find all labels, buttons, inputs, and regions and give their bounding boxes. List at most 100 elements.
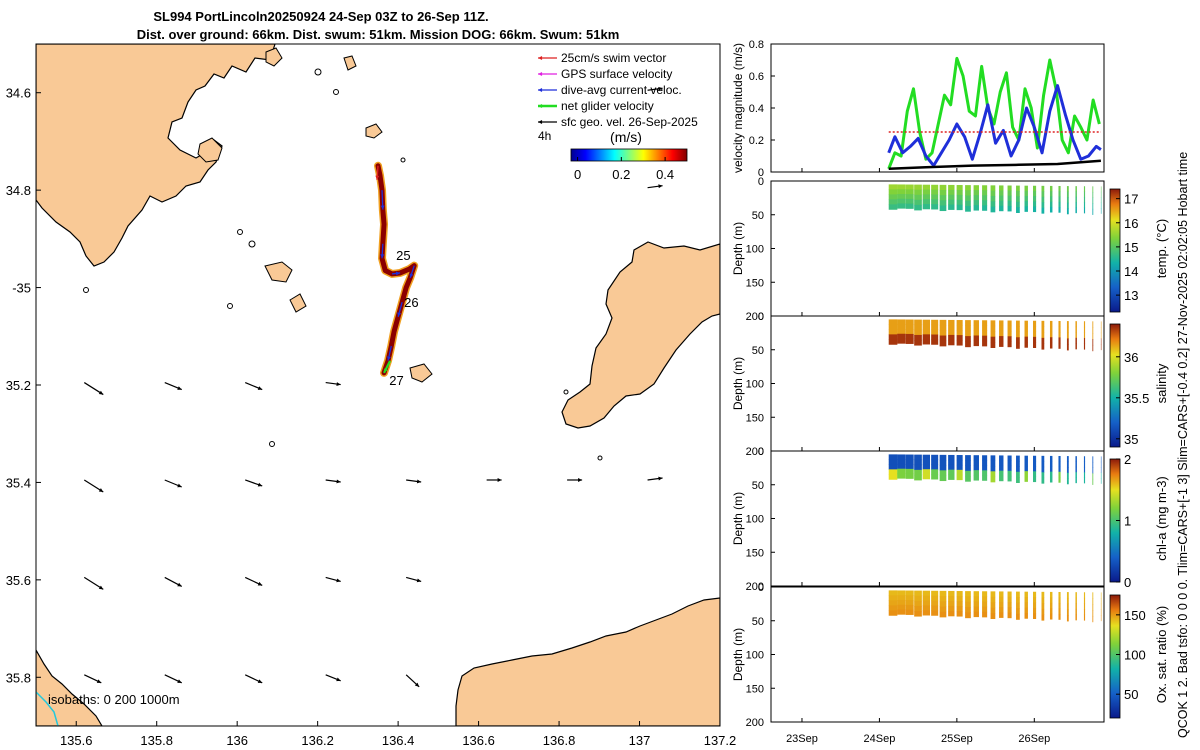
section-cell <box>982 185 988 191</box>
section-cell <box>1049 331 1053 338</box>
section-cell <box>1075 456 1077 462</box>
section-cell <box>990 602 996 609</box>
legend-swatch-head <box>538 88 543 92</box>
section-cell <box>982 330 988 337</box>
section-cell <box>948 324 955 331</box>
section-cell <box>990 460 996 467</box>
section-cell <box>1092 344 1094 352</box>
section-cell <box>1016 185 1020 192</box>
section-cell <box>973 606 979 612</box>
section-cell <box>1092 467 1094 474</box>
section-cell <box>1041 343 1045 350</box>
legend-swatch <box>538 88 557 92</box>
section-cell <box>914 469 922 476</box>
isobath-200m <box>36 691 59 726</box>
geo-vector <box>325 479 341 484</box>
section-cell <box>922 204 931 210</box>
section-cell <box>1075 186 1077 192</box>
section-cell <box>897 595 906 601</box>
geo-vector-head <box>96 679 102 683</box>
geo-vector-head <box>416 578 422 583</box>
section-cell <box>1033 591 1037 598</box>
section-cell <box>999 607 1004 613</box>
section-cell <box>1024 185 1028 192</box>
section-cell <box>931 464 939 470</box>
section-cell <box>1075 592 1077 599</box>
map-y-tick-label: -35 <box>12 281 31 296</box>
track-net-vector <box>383 360 392 374</box>
isobath-label: isobaths: 0 200 1000m <box>48 692 180 707</box>
depth-tick-label: 0 <box>758 582 764 594</box>
geo-vector-head <box>257 679 263 683</box>
depth-tick-label: 50 <box>752 345 764 357</box>
section-cell <box>1083 603 1086 610</box>
section-cell <box>999 601 1004 608</box>
track-current-vector-head <box>380 254 385 259</box>
section-cell <box>990 591 996 598</box>
section-cell <box>1075 337 1077 344</box>
section-cell <box>999 325 1004 332</box>
depth-tick-label: 100 <box>746 244 764 256</box>
geo-vector-head <box>336 677 341 682</box>
geo-vector-head <box>414 682 420 687</box>
legend-label: 25cm/s swim vector <box>561 51 666 65</box>
map-y-tick-label: 35.4 <box>6 475 31 490</box>
section-cell <box>1049 196 1053 203</box>
section-cell <box>939 601 947 607</box>
section-cell <box>948 595 955 602</box>
section-ylabel: Depth (m) <box>731 222 745 275</box>
section-cell <box>1049 613 1053 620</box>
section-colorbar-tick-label: 13 <box>1124 288 1138 303</box>
section-cell <box>897 333 906 339</box>
section-cell <box>905 473 914 479</box>
section-cell <box>888 605 898 611</box>
section-cell <box>922 469 931 475</box>
section-cell <box>922 334 931 340</box>
section-cell <box>1100 202 1102 209</box>
map-x-tick-label: 136.2 <box>301 733 334 748</box>
map-x-tick-label: 136 <box>226 733 248 748</box>
section-cell <box>939 205 947 212</box>
section-cell <box>948 334 955 341</box>
islet <box>563 389 569 395</box>
legend-swatch <box>538 120 557 124</box>
section-cell <box>1024 190 1028 197</box>
section-cell <box>1033 185 1037 192</box>
section-cell <box>1058 466 1061 473</box>
islet <box>227 303 233 309</box>
section-cell <box>1007 341 1012 348</box>
section-colorbar-tick-label: 17 <box>1124 192 1138 207</box>
section-cell <box>956 204 963 211</box>
section-cell <box>897 604 906 610</box>
section-cell <box>1100 603 1102 610</box>
section-cell <box>956 340 963 346</box>
depth-tick-label: 200 <box>746 581 764 593</box>
section-cell <box>1049 342 1053 349</box>
geo-vector-head <box>257 482 263 487</box>
section-colorbar-tick-label: 14 <box>1124 264 1138 279</box>
geo-vector <box>83 576 104 590</box>
section-cell <box>1024 195 1028 202</box>
section-cell <box>939 340 947 347</box>
legend-swatch-head <box>538 56 543 60</box>
section-cell <box>888 324 898 330</box>
section-cell <box>931 469 939 475</box>
section-cell <box>982 460 988 466</box>
section-cell <box>1092 191 1094 199</box>
legend-label: net glider velocity <box>561 99 654 113</box>
section-cell <box>1100 191 1102 198</box>
depth-tick-label: 0 <box>758 311 764 323</box>
section-cell <box>1075 321 1077 328</box>
section-cell <box>948 464 955 471</box>
section-ylabel: Depth (m) <box>731 357 745 410</box>
section-cell <box>1033 190 1037 197</box>
section-cell <box>1016 326 1020 333</box>
section-cell <box>905 198 914 205</box>
section-cell <box>956 591 963 597</box>
depth-tick-label: 50 <box>752 480 764 492</box>
section-cell <box>1092 615 1094 623</box>
section-cell <box>888 474 898 480</box>
section-cell <box>931 590 939 597</box>
section-cell <box>1024 612 1028 619</box>
geo-vector-head <box>336 479 341 484</box>
